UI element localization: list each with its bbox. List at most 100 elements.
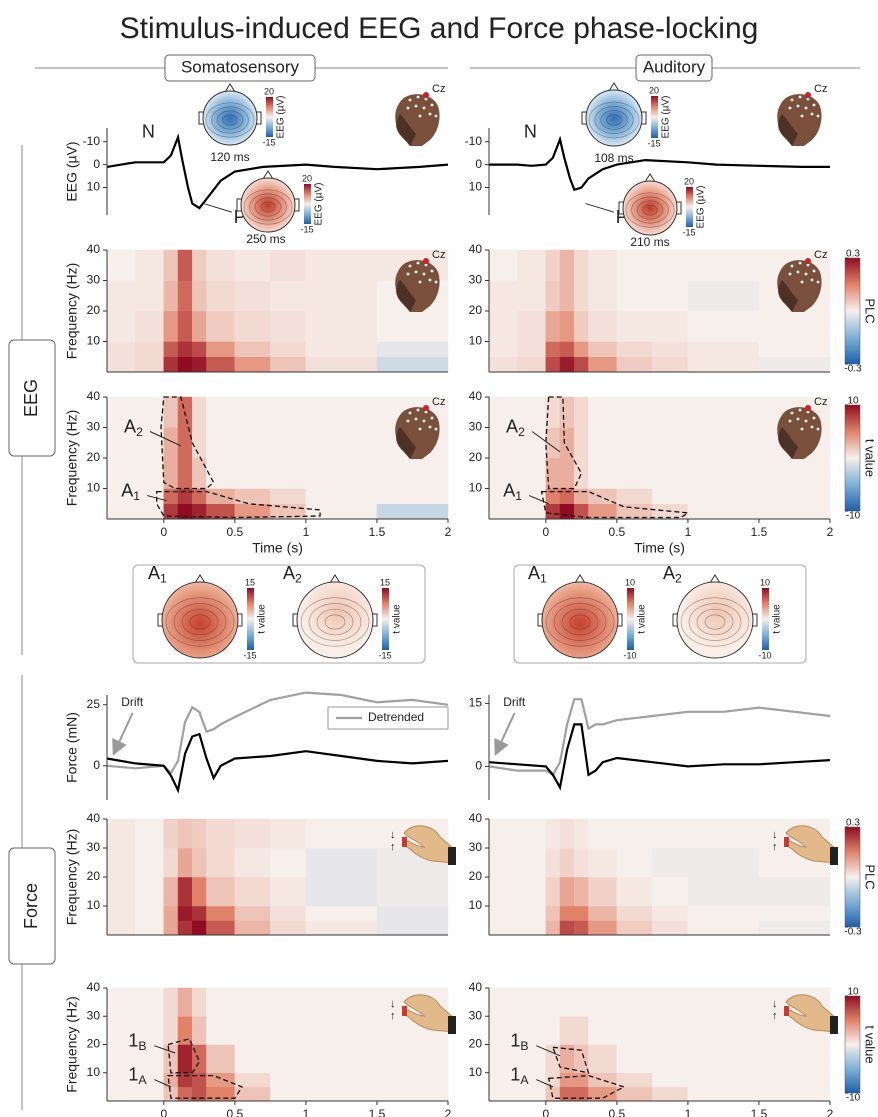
heatmap-cell (517, 1016, 547, 1045)
hand-sleeve (448, 1016, 456, 1034)
electrode (422, 272, 426, 276)
electrode (796, 270, 800, 274)
heatmap-cell (106, 341, 136, 357)
y-tick-label: 10 (87, 334, 101, 348)
colorbar-tick-label: 0.3 (846, 818, 860, 829)
y-tick-label: 0 (475, 157, 482, 171)
heatmap-cell (177, 1072, 193, 1088)
heatmap-cell (376, 920, 449, 936)
x-tick-label: 1.5 (751, 525, 768, 539)
y-axis-label: Force (mN) (64, 712, 80, 783)
heatmap-cell (517, 818, 547, 849)
electrode-cz (423, 405, 429, 411)
heatmap-cell (687, 1016, 760, 1045)
electrode (424, 410, 428, 414)
row-label: Force (21, 883, 41, 929)
heatmap-cell (574, 341, 589, 357)
label-main: 1 (128, 1030, 138, 1050)
label-sub: 1 (515, 489, 522, 503)
label-sub: 2 (136, 425, 143, 439)
peak-label: N (142, 121, 155, 141)
topo-colorbar-tick: -15 (682, 227, 695, 237)
y-tick-label: 10 (469, 898, 483, 912)
heatmap-cell (687, 280, 760, 312)
heatmap-cell (135, 280, 165, 312)
x-tick-label: 0 (542, 1107, 549, 1117)
electrode-cz (805, 405, 811, 411)
topo-colorbar-label: t value (637, 604, 648, 634)
heatmap-cell (163, 876, 179, 907)
row-label-box (8, 847, 56, 965)
y-tick-label: 30 (469, 840, 483, 854)
heatmap-cell (517, 1086, 547, 1102)
series-line (106, 732, 449, 794)
heatmap-cell (758, 310, 831, 342)
head-face (396, 114, 416, 146)
x-tick-label: 2 (827, 525, 834, 539)
heatmap-cell (106, 503, 136, 520)
heatmap-cell (488, 341, 518, 357)
y-tick-label: 30 (469, 1008, 483, 1022)
y-tick-label: 40 (87, 980, 101, 994)
heatmap-cell (616, 1086, 653, 1102)
colorbar-tick-label: -0.3 (844, 364, 862, 375)
legend-box (327, 706, 449, 730)
heatmap-cell (616, 1044, 653, 1073)
cluster-leader (536, 1079, 554, 1088)
heatmap-cell (758, 920, 831, 936)
heatmap-cell (234, 280, 271, 312)
heatmap-cell (652, 396, 689, 428)
electrode (406, 419, 410, 423)
cluster-leader (536, 1045, 561, 1057)
heatmap-cell (574, 987, 589, 1017)
heatmap-cell (517, 249, 547, 281)
heatmap-cell (588, 503, 618, 520)
heatmap-cell (106, 249, 136, 281)
x-tick-label: 0 (160, 525, 167, 539)
topo-colorbar-tick: 10 (760, 577, 770, 587)
heatmap-cell (559, 341, 575, 357)
heatmap-cell (163, 905, 179, 921)
heatmap-cell (305, 847, 378, 878)
heatmap-cell (192, 1016, 207, 1045)
heatmap-cell (135, 818, 165, 849)
topo-contour (243, 189, 293, 225)
topo-colorbar-tick: -10 (758, 650, 771, 660)
heatmap-cell (270, 905, 307, 921)
label-sub: 1 (133, 489, 140, 503)
heatmap-cell (488, 1044, 518, 1073)
y-tick-label: 40 (469, 242, 483, 256)
heatmap-cell (206, 427, 236, 459)
electrode (416, 261, 420, 265)
heatmap-cell (574, 1044, 589, 1073)
topo-contour (545, 597, 615, 647)
heatmap-cell (517, 280, 547, 312)
label-main: A (503, 480, 515, 500)
heatmap-cell (652, 1016, 689, 1045)
heatmap-cell (177, 920, 193, 936)
heatmap-cell (687, 457, 760, 489)
x-tick-label: 1.5 (751, 1107, 768, 1117)
heatmap-cell (559, 876, 575, 907)
y-axis-label: Frequency (Hz) (64, 263, 80, 359)
heatmap-cell (545, 356, 561, 373)
topo-colorbar (382, 588, 389, 650)
y-tick-label: 20 (469, 450, 483, 464)
heatmap-cell (192, 987, 207, 1017)
hand-sleeve (448, 847, 456, 865)
y-tick-label: 20 (87, 869, 101, 883)
label-sub: A (138, 1073, 147, 1087)
topo-colorbar (651, 96, 658, 138)
x-tick-label: 0 (160, 1107, 167, 1117)
heatmap-cell (270, 818, 307, 849)
electrode (806, 263, 810, 267)
topo-colorbar (247, 588, 254, 650)
column-header: Auditory (643, 57, 706, 76)
label-main: 1 (128, 1064, 138, 1084)
electrode (800, 280, 804, 284)
y-axis-label: Frequency (Hz) (64, 410, 80, 506)
heatmap-cell (559, 1086, 575, 1102)
heatmap-cell (559, 905, 575, 921)
topo-nose (262, 170, 274, 180)
